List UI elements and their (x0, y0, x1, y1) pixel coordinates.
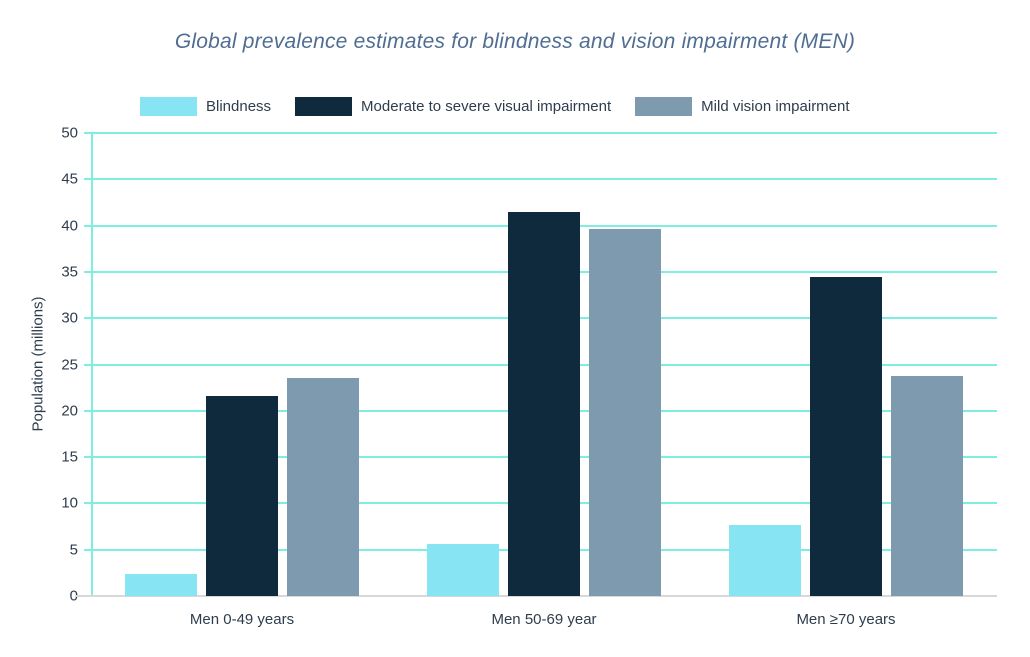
legend-label: Moderate to severe visual impairment (361, 98, 612, 115)
x-axis-line (75, 595, 997, 597)
category-label: Men 0-49 years (189, 611, 295, 628)
legend-swatch (635, 97, 693, 116)
legend-item: Mild vision impairment (635, 97, 850, 116)
legend: Blindness Moderate to severe visual impai… (140, 97, 850, 116)
y-tick-label: 40 (61, 217, 78, 235)
y-tick-label: 30 (61, 309, 78, 327)
plot-area (75, 132, 997, 597)
bar-moderate-to-severe-visual-impairment (508, 211, 580, 596)
legend-item: Moderate to severe visual impairment (295, 97, 611, 116)
y-tick-label: 15 (61, 448, 78, 466)
y-axis-tick-labels: 0 5 10 15 20 25 30 35 40 45 50 (0, 126, 78, 604)
legend-swatch (295, 97, 353, 116)
bar-moderate-to-severe-visual-impairment (206, 395, 278, 596)
bar-mild-vision-impairment (589, 229, 661, 596)
bar-group (695, 133, 997, 596)
y-tick-label: 10 (61, 494, 78, 512)
category-label: Men ≥70 years (796, 611, 896, 628)
legend-swatch (140, 97, 197, 116)
y-tick-label: 5 (69, 541, 78, 559)
bar-mild-vision-impairment (287, 378, 359, 596)
x-axis-category-labels: Men 0-49 years Men 50-69 year Men ≥70 year… (91, 611, 997, 628)
gridline (84, 132, 997, 134)
bar-blindness (427, 544, 499, 596)
bar-group (393, 133, 695, 596)
y-tick-label: 35 (61, 263, 78, 281)
bar-moderate-to-severe-visual-impairment (810, 276, 882, 596)
legend-item: Blindness (140, 97, 271, 116)
legend-label: Blindness (206, 98, 272, 115)
legend-label: Mild vision impairment (701, 98, 850, 115)
category-label: Men 50-69 year (491, 611, 597, 628)
chart-title: Global prevalence estimates for blindnes… (174, 30, 856, 53)
bar-blindness (125, 573, 197, 596)
bar-blindness (729, 524, 801, 596)
y-tick-label: 25 (61, 356, 78, 373)
bar-groups (91, 133, 997, 596)
y-tick-label: 50 (61, 124, 78, 142)
y-tick-label: 20 (61, 402, 78, 420)
y-tick-label: 0 (69, 587, 78, 605)
y-tick-label: 45 (61, 170, 78, 188)
gridline (84, 178, 997, 181)
bar-mild-vision-impairment (891, 375, 963, 596)
bar-group (91, 133, 393, 596)
